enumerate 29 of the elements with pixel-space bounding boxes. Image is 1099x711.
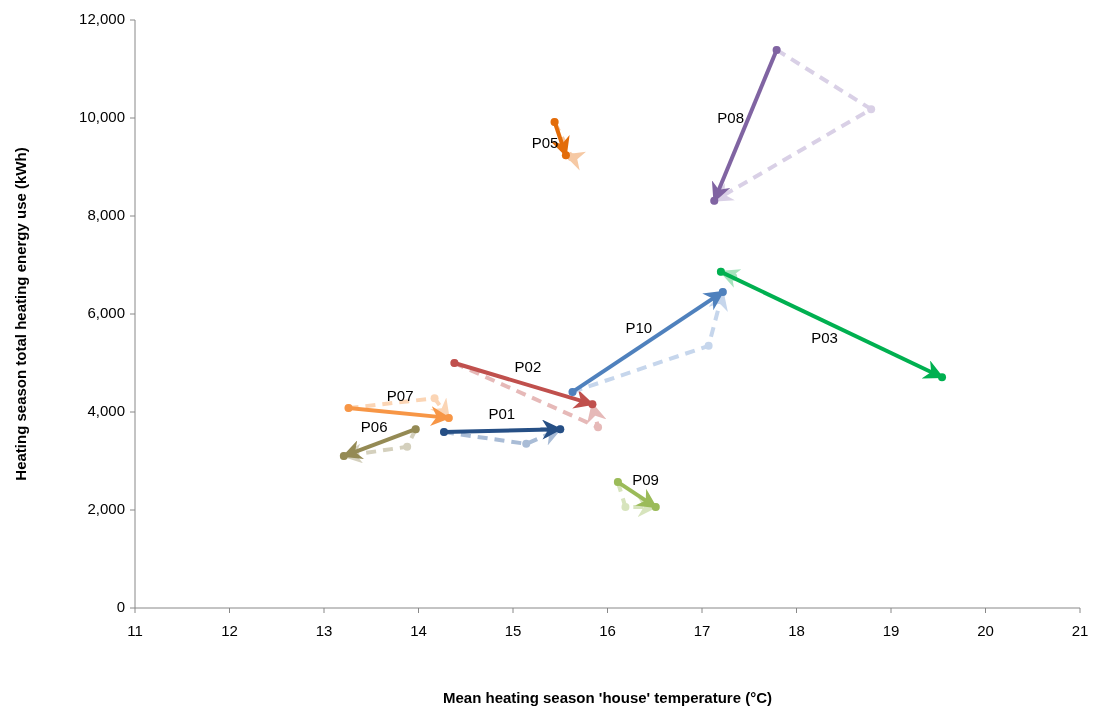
series-label: P08 [717, 109, 745, 127]
y-tick-label: 4,000 [87, 401, 125, 419]
y-axis-title: Heating season total heating energy use (kWh) [12, 147, 29, 481]
series-label: P05 [531, 133, 559, 151]
y-tick-label: 8,000 [87, 205, 125, 223]
series-label: P03 [811, 328, 838, 346]
x-tick-label: 16 [599, 622, 616, 639]
x-tick-label: 21 [1071, 622, 1089, 639]
x-tick-label: 11 [127, 622, 143, 639]
x-tick-label: 19 [882, 622, 900, 639]
x-tick-label: 12 [221, 622, 238, 639]
series-label: P06 [360, 417, 388, 435]
x-tick-label: 14 [410, 622, 427, 639]
x-tick-label: 18 [788, 622, 805, 639]
x-tick-label: 17 [693, 622, 711, 639]
series-label: P02 [514, 358, 542, 376]
x-axis-title: Mean heating season 'house' temperature (°C) [442, 689, 773, 706]
y-tick-label: 12,000 [79, 9, 125, 27]
x-tick-label: 15 [504, 622, 522, 639]
series-label: P07 [386, 387, 414, 405]
y-tick-label: 6,000 [87, 303, 125, 321]
x-tick-label: 20 [977, 622, 994, 639]
series-label: P09 [632, 471, 659, 489]
y-tick-label: 10,000 [79, 107, 125, 125]
y-tick-label: 2,000 [87, 499, 125, 517]
series-label: P01 [488, 404, 516, 422]
x-tick-label: 13 [315, 622, 333, 639]
y-tick-label: 0 [116, 597, 125, 615]
series-label: P10 [625, 318, 653, 336]
